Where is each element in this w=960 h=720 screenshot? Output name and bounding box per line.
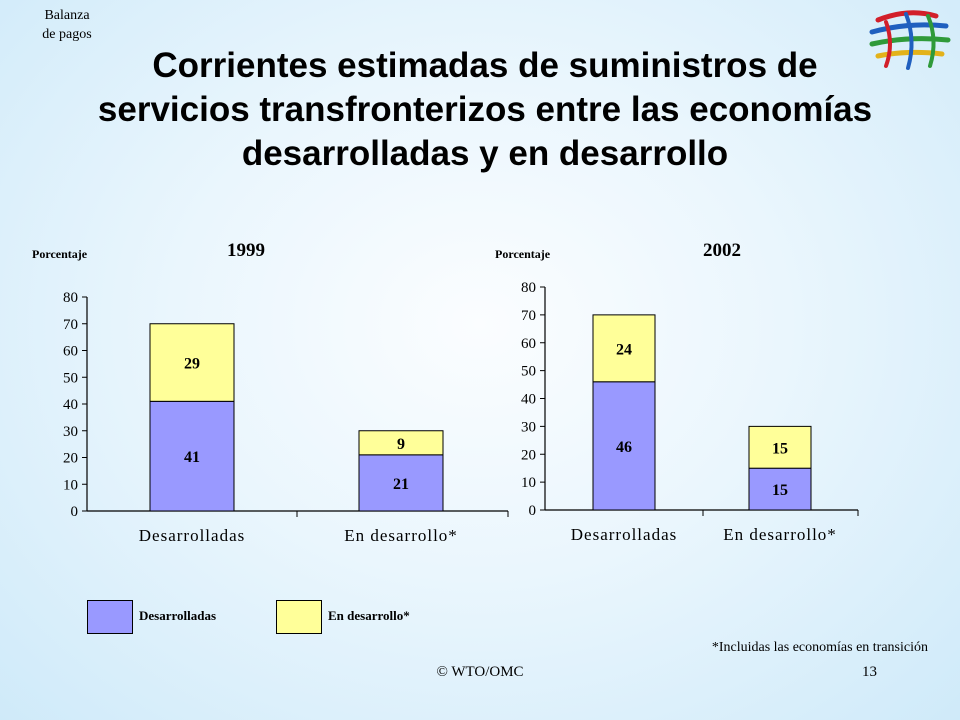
chart-1999-y-tick-label-70: 70 (63, 317, 78, 333)
chart-1999-data-label-0-0: 41 (184, 449, 200, 466)
chart-1999-data-label-1-1: 9 (397, 436, 405, 453)
page-number: 13 (862, 664, 877, 680)
chart-1999-y-tick-label-40: 40 (63, 397, 78, 413)
wto-logo-icon (869, 10, 951, 70)
chart-1999-y-tick-label-0: 0 (71, 504, 79, 520)
chart-2002-ylabel: Porcentaje (495, 247, 551, 261)
chart-1999-y-tick-label-80: 80 (63, 290, 78, 306)
chart-2002-category-label-0: Desarrolladas (571, 525, 677, 544)
chart-1999-bar-desarrolladas-series0 (149, 400, 235, 512)
chart-2002-y-tick-label-40: 40 (521, 392, 536, 408)
legend-swatch-en-desarrollo (276, 600, 322, 634)
chart-1999-ylabel: Porcentaje (32, 247, 88, 261)
chart-1999-y-tick-label-20: 20 (63, 451, 78, 467)
chart-1999-category-label-1: En desarrollo* (344, 526, 458, 545)
legend-label-desarrolladas: Desarrolladas (139, 608, 217, 623)
chart-2002-bar-desarrolladas-series1 (592, 314, 656, 383)
chart-1999-y-tick-label-10: 10 (63, 477, 78, 493)
footnote: *Incluidas las economías en transición (711, 640, 928, 655)
chart-2002-data-label-1-0: 15 (772, 482, 788, 499)
chart-1999-data-label-0-1: 29 (184, 356, 200, 373)
chart-2002-bar-en-desarrollo-series1 (748, 425, 812, 469)
chart-1999-bar-en-desarrollo-series1 (358, 430, 444, 456)
chart-1999-bar-desarrolladas-series1 (149, 323, 235, 402)
chart-2002-data-label-0-1: 24 (616, 341, 632, 358)
chart-2002-y-tick-label-0: 0 (529, 503, 537, 519)
chart-2002-y-tick-label-10: 10 (521, 475, 536, 491)
legend-swatch-desarrolladas (87, 600, 133, 634)
chart-2002-y-tick-label-50: 50 (521, 364, 536, 380)
section-label-line1: Balanza (44, 8, 90, 23)
chart-2002-y-tick-label-70: 70 (521, 308, 536, 324)
copyright: © WTO/OMC (436, 664, 524, 680)
chart-2002-bar-en-desarrollo-series0 (748, 467, 812, 511)
chart-2002-data-label-0-0: 46 (616, 439, 632, 456)
chart-2002-y-tick-label-60: 60 (521, 336, 536, 352)
chart-2002-y-tick-label-20: 20 (521, 447, 536, 463)
chart-1999-y-tick-label-50: 50 (63, 370, 78, 386)
chart-1999-y-tick-label-30: 30 (63, 424, 78, 440)
chart-1999-category-label-0: Desarrolladas (139, 526, 245, 545)
page-title: Corrientes estimadas de suministros de s… (97, 46, 873, 173)
chart-2002-y-tick-label-30: 30 (521, 419, 536, 435)
chart-2002-title: 2002 (703, 240, 741, 261)
chart-1999-title: 1999 (227, 240, 265, 261)
chart-2002-category-label-1: En desarrollo* (723, 525, 837, 544)
chart-2002-bar-desarrolladas-series0 (592, 381, 656, 511)
chart-1999-y-tick-label-60: 60 (63, 344, 78, 360)
chart-2002-data-label-1-1: 15 (772, 440, 788, 457)
section-label-line2: de pagos (42, 27, 92, 42)
section-label: Balanza de pagos (22, 6, 112, 44)
chart-2002-y-tick-label-80: 80 (521, 280, 536, 296)
chart-1999-data-label-1-0: 21 (393, 476, 409, 493)
legend-label-en-desarrollo: En desarrollo* (328, 608, 410, 623)
